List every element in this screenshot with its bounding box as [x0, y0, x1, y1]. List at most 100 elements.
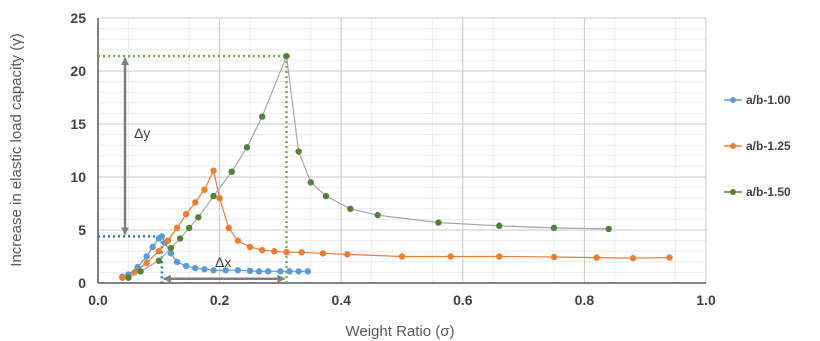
legend-label: a/b-1.25	[746, 139, 791, 153]
data-point	[192, 264, 199, 272]
legend-marker	[730, 189, 736, 195]
data-point	[195, 214, 202, 221]
data-point	[246, 267, 254, 275]
data-point	[550, 253, 558, 261]
data-point	[286, 268, 293, 275]
x-tick-label: 0.0	[88, 292, 108, 308]
legend-entry: a/b-1.00	[724, 93, 791, 107]
data-point	[155, 257, 162, 264]
x-tick-label: 0.8	[575, 292, 595, 308]
data-point	[322, 192, 330, 200]
data-point	[225, 224, 232, 232]
data-point	[182, 262, 190, 270]
data-point	[173, 258, 181, 265]
data-point	[137, 268, 144, 275]
axes	[97, 18, 706, 284]
x-tick-label: 0.4	[331, 292, 351, 308]
data-point	[234, 237, 242, 244]
data-point	[258, 246, 266, 254]
data-point	[143, 259, 150, 267]
data-point	[158, 233, 166, 240]
data-point	[210, 167, 217, 174]
data-point	[277, 268, 284, 275]
data-point	[182, 210, 190, 218]
data-point	[344, 251, 351, 258]
legend-label: a/b-1.00	[746, 93, 791, 107]
data-point	[164, 237, 172, 244]
data-point	[304, 268, 311, 275]
data-point	[210, 192, 217, 200]
data-point	[216, 195, 223, 202]
annotations	[98, 54, 288, 283]
data-point	[265, 268, 272, 275]
x-tick-label: 0.2	[210, 292, 230, 308]
data-point	[496, 222, 503, 229]
legend: a/b-1.00 a/b-1.25 a/b-1.50	[724, 93, 791, 199]
data-point	[149, 243, 156, 251]
data-point	[283, 249, 290, 256]
gridlines	[97, 17, 707, 284]
data-point	[173, 224, 181, 232]
data-point	[222, 267, 229, 274]
data-point	[176, 235, 184, 242]
data-point	[295, 268, 302, 275]
y-tick-label: 0	[78, 275, 86, 291]
delta-y-label: Δy	[134, 125, 150, 141]
x-tick-label: 0.6	[453, 292, 473, 308]
x-axis-title: Weight Ratio (σ)	[345, 323, 454, 340]
data-point	[167, 250, 175, 257]
data-series	[119, 52, 673, 281]
y-tick-label: 15	[70, 116, 86, 132]
series-a/b-1.50	[125, 52, 612, 281]
legend-marker	[730, 143, 736, 149]
data-point	[605, 225, 612, 233]
data-point	[255, 268, 263, 275]
legend-entry: a/b-1.50	[724, 185, 791, 199]
series-a/b-1.25	[119, 167, 673, 281]
data-point	[347, 205, 354, 212]
data-point	[629, 254, 637, 262]
data-point	[243, 144, 251, 151]
data-point	[186, 224, 193, 232]
data-point	[125, 274, 132, 281]
data-point	[666, 254, 673, 261]
data-point	[447, 253, 454, 260]
data-point	[496, 253, 503, 260]
delta-x-label: Δx	[215, 254, 231, 270]
data-point	[271, 248, 278, 255]
data-point	[307, 179, 314, 186]
y-tick-label: 10	[70, 169, 86, 185]
data-point	[319, 250, 327, 257]
legend-label: a/b-1.50	[746, 185, 791, 199]
data-point	[246, 243, 254, 251]
data-point	[201, 186, 208, 193]
data-point	[295, 148, 302, 155]
y-tick-label: 25	[70, 10, 86, 26]
data-point	[398, 253, 406, 260]
data-point	[201, 266, 208, 273]
y-axis-title: Increase in elastic load capacity (γ)	[8, 33, 25, 266]
y-tick-label: 20	[70, 63, 86, 79]
data-point	[234, 267, 242, 274]
data-point	[167, 244, 175, 252]
x-tick-label: 1.0	[696, 292, 716, 308]
data-point	[258, 113, 266, 120]
data-point	[435, 219, 442, 226]
data-point	[228, 168, 235, 175]
data-point	[298, 249, 305, 256]
data-point	[374, 211, 381, 219]
legend-marker	[730, 97, 736, 103]
data-point	[550, 224, 558, 232]
tick-labels: 0.0 0.2 0.4 0.6 0.8 1.0 0 5 10 15 20 25	[70, 10, 716, 308]
y-tick-label: 5	[78, 222, 86, 238]
data-point	[283, 52, 290, 60]
data-point	[593, 254, 600, 261]
legend-entry: a/b-1.25	[724, 139, 791, 153]
data-point	[143, 253, 150, 260]
data-point	[155, 248, 162, 255]
data-point	[192, 199, 199, 206]
data-point	[210, 267, 217, 274]
data-point	[119, 274, 126, 281]
